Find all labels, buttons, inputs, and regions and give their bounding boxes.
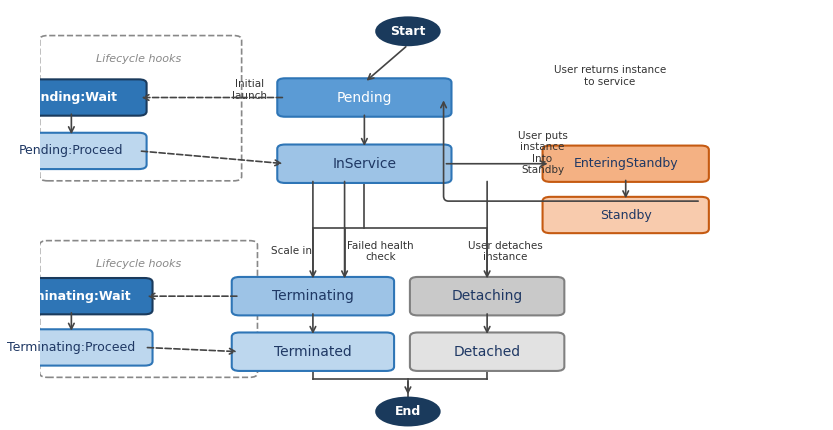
Text: Standby: Standby: [600, 209, 651, 221]
FancyBboxPatch shape: [542, 146, 709, 182]
Text: Terminating:Wait: Terminating:Wait: [11, 290, 132, 303]
Text: Pending: Pending: [337, 90, 392, 104]
Text: User returns instance
to service: User returns instance to service: [554, 65, 666, 87]
FancyBboxPatch shape: [277, 78, 451, 117]
Text: Pending:Wait: Pending:Wait: [24, 91, 118, 104]
Text: Detaching: Detaching: [451, 289, 523, 303]
FancyBboxPatch shape: [0, 278, 152, 314]
Text: Start: Start: [390, 25, 426, 38]
Ellipse shape: [377, 398, 440, 425]
Text: Failed health
check: Failed health check: [347, 240, 413, 262]
Text: Terminated: Terminated: [274, 345, 352, 359]
FancyBboxPatch shape: [410, 277, 564, 315]
FancyBboxPatch shape: [277, 144, 451, 183]
FancyBboxPatch shape: [410, 332, 564, 371]
Text: Lifecycle hooks: Lifecycle hooks: [96, 54, 182, 64]
Text: Scale in: Scale in: [271, 246, 312, 256]
FancyBboxPatch shape: [0, 80, 147, 116]
Text: User detaches
instance: User detaches instance: [468, 240, 543, 262]
Text: InService: InService: [332, 157, 397, 171]
FancyBboxPatch shape: [232, 277, 394, 315]
FancyBboxPatch shape: [232, 332, 394, 371]
Text: Terminating:Proceed: Terminating:Proceed: [7, 341, 136, 354]
Text: Detached: Detached: [453, 345, 521, 359]
Text: Lifecycle hooks: Lifecycle hooks: [96, 259, 182, 269]
Text: User puts
instance
Into
Standby: User puts instance Into Standby: [517, 131, 567, 175]
Text: EnteringStandby: EnteringStandby: [573, 157, 678, 170]
Text: End: End: [395, 405, 421, 418]
Ellipse shape: [377, 17, 440, 45]
Text: Initial
launch: Initial launch: [232, 79, 267, 101]
Text: Pending:Proceed: Pending:Proceed: [19, 144, 123, 157]
Text: Terminating: Terminating: [272, 289, 354, 303]
FancyBboxPatch shape: [0, 329, 152, 366]
FancyBboxPatch shape: [542, 197, 709, 233]
FancyBboxPatch shape: [0, 133, 147, 169]
